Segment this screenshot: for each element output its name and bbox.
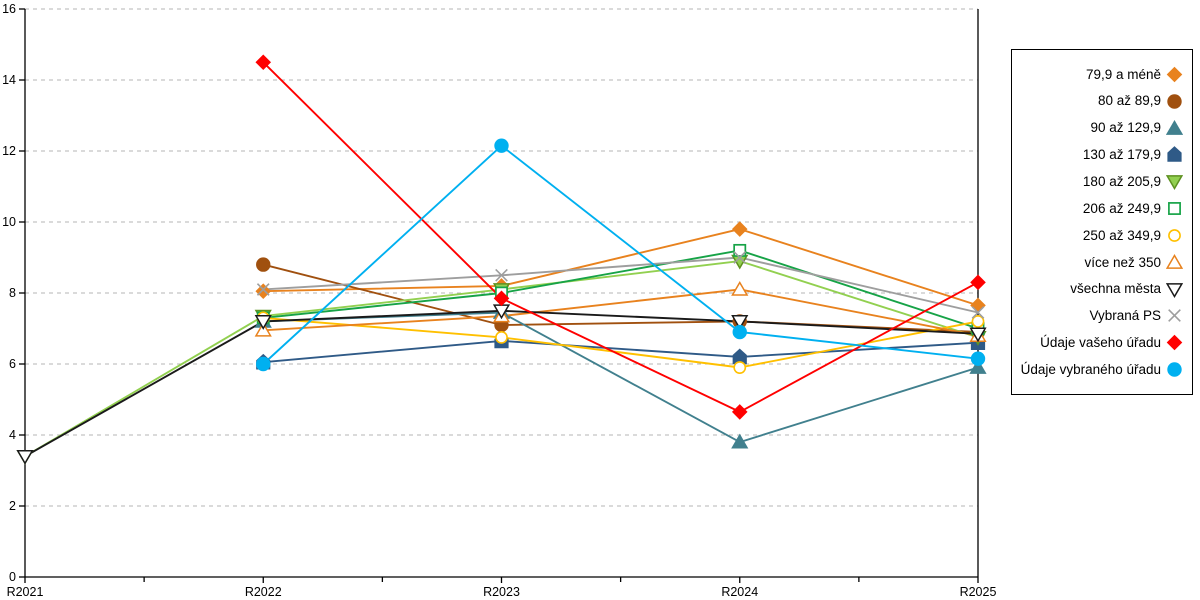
data-point-diamond	[970, 274, 986, 291]
legend-label: 79,9 a méně	[1085, 66, 1161, 82]
data-point-x	[256, 283, 270, 296]
legend-label: Údaje vašeho úřadu	[1040, 335, 1161, 351]
triangle-up-icon	[1166, 119, 1183, 135]
triangle-down-icon	[1166, 175, 1183, 191]
circle-icon	[1167, 93, 1182, 109]
diamond-icon	[1166, 66, 1183, 83]
data-point-circle	[495, 330, 508, 344]
legend-item-4[interactable]: 180 až 205,9	[1012, 173, 1192, 191]
data-point-triangle-up	[731, 280, 749, 296]
legend-label: 250 až 349,9	[1082, 227, 1161, 243]
x-tick-label: R2025	[960, 585, 997, 599]
series-line	[262, 288, 979, 337]
legend-item-1[interactable]: 80 až 89,9	[1012, 93, 1192, 110]
legend-item-0[interactable]: 79,9 a méně	[1012, 66, 1192, 83]
y-tick-label: 4	[9, 428, 16, 442]
y-tick-label: 0	[9, 570, 16, 584]
chart-legend: 79,9 a méně 80 až 89,9 90 až 129,9 130 až 1…	[1011, 49, 1193, 395]
data-point-circle	[256, 257, 271, 272]
legend-item-11[interactable]: Údaje vybraného úřadu	[1012, 361, 1192, 378]
series-line	[262, 339, 979, 364]
data-point-x	[733, 251, 747, 264]
data-point-circle	[732, 324, 747, 340]
y-tick-label: 8	[9, 286, 16, 300]
series-line	[262, 249, 979, 330]
x-icon	[1168, 309, 1181, 323]
circle-icon	[1168, 229, 1181, 242]
series-line	[262, 311, 979, 444]
data-point-diamond	[970, 297, 986, 314]
x-tick-label: R2022	[245, 585, 282, 599]
triangle-up-icon	[1166, 253, 1183, 269]
diamond-icon	[1166, 334, 1183, 351]
series-line	[262, 61, 979, 413]
data-point-x	[971, 306, 985, 319]
data-point-diamond	[255, 283, 272, 300]
data-point-triangle-down	[16, 449, 34, 465]
series-line	[262, 256, 979, 314]
y-tick-label: 10	[2, 215, 16, 229]
x-tick-label: R2023	[483, 585, 520, 599]
legend-label: 90 až 129,9	[1090, 120, 1161, 136]
y-tick-label: 6	[9, 357, 16, 371]
circle-icon	[1167, 362, 1182, 377]
legend-label: 80 až 89,9	[1097, 93, 1161, 109]
data-point-circle	[256, 356, 271, 372]
data-point-x	[495, 268, 508, 282]
legend-label: Vybraná PS	[1089, 308, 1161, 324]
legend-label: všechna města	[1070, 281, 1161, 297]
legend-item-6[interactable]: 250 až 349,9	[1012, 227, 1192, 244]
data-point-diamond	[731, 221, 748, 237]
legend-item-5[interactable]: 206 až 249,9	[1012, 200, 1192, 217]
legend-label: 206 až 249,9	[1082, 200, 1161, 216]
x-tick-label: R2021	[7, 585, 44, 599]
square-icon	[1168, 202, 1181, 216]
legend-item-7[interactable]: více než 350	[1012, 253, 1192, 271]
data-point-triangle-up	[731, 433, 749, 449]
y-tick-label: 16	[2, 2, 16, 16]
data-point-circle	[494, 138, 509, 153]
data-point-diamond	[731, 404, 748, 420]
data-point-diamond	[493, 290, 510, 307]
series-line	[262, 144, 979, 365]
data-point-triangle-down	[731, 315, 749, 330]
data-point-circle	[970, 351, 986, 366]
y-tick-label: 14	[2, 73, 16, 87]
data-point-circle	[971, 314, 985, 328]
legend-label: Údaje vybraného úřadu	[1020, 361, 1161, 377]
series-line	[262, 228, 979, 307]
data-point-triangle-down	[969, 327, 987, 343]
data-point-diamond	[255, 54, 272, 71]
x-tick-label: R2024	[721, 585, 758, 599]
legend-item-9[interactable]: Vybraná PS	[1012, 307, 1192, 324]
y-tick-label: 12	[2, 144, 16, 158]
series-line	[262, 316, 979, 369]
legend-label: 180 až 205,9	[1082, 173, 1161, 189]
legend-label: více než 350	[1084, 254, 1161, 270]
legend-item-10[interactable]: Údaje vašeho úřadu	[1012, 334, 1192, 351]
triangle-down-icon	[1166, 282, 1183, 298]
legend-item-3[interactable]: 130 až 179,9	[1012, 146, 1192, 163]
data-point-triangle-down	[254, 315, 272, 330]
data-point-square	[733, 243, 747, 257]
y-tick-label: 2	[9, 499, 16, 513]
pentagon-icon	[1167, 146, 1182, 163]
legend-label: 130 až 179,9	[1082, 147, 1161, 163]
legend-item-2[interactable]: 90 až 129,9	[1012, 119, 1192, 137]
legend-item-8[interactable]: všechna města	[1012, 281, 1192, 298]
data-point-circle	[733, 361, 747, 374]
data-point-triangle-up	[969, 359, 987, 374]
